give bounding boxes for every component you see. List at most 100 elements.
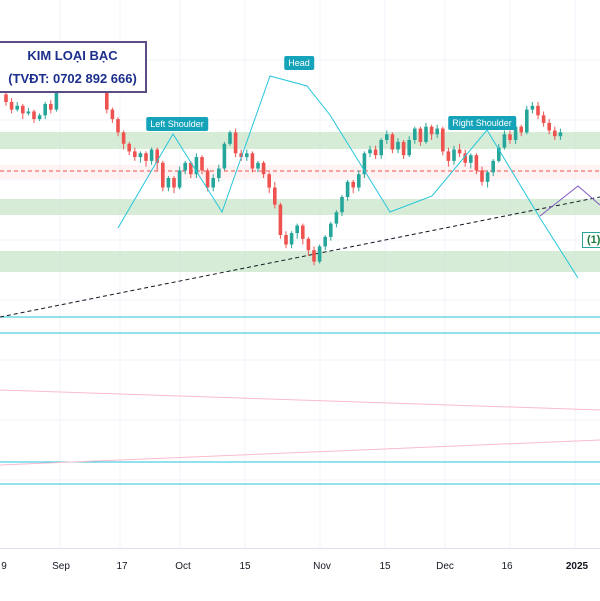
x-tick-label: 15 (239, 561, 251, 572)
candle-body (172, 178, 176, 188)
candle-body (401, 141, 406, 156)
candle-body (161, 162, 165, 188)
candle-body (278, 204, 283, 235)
candle-body (530, 105, 535, 110)
candle-body (21, 105, 25, 114)
candle-body (457, 149, 462, 154)
candle-body (351, 181, 355, 188)
x-axis: 9 Sep 17 Oct 15 Nov 15 Dec 16 2025 (0, 548, 600, 601)
candle-body (424, 126, 428, 142)
candle-body (295, 225, 299, 234)
x-tick-label: Nov (313, 561, 331, 572)
candle-body (334, 212, 339, 224)
candle-body (189, 162, 193, 175)
candle-body (469, 155, 473, 163)
wave-count-label: (1) (582, 232, 600, 248)
candle-body (127, 143, 131, 152)
candle-body (513, 126, 518, 140)
candle-body (222, 143, 227, 169)
candle-body (110, 109, 115, 120)
candle-body (407, 140, 411, 156)
title-line-2: (TVĐT: 0702 892 666) (8, 71, 137, 86)
candle-body (323, 236, 327, 247)
candle-body (105, 88, 109, 110)
candle-body (429, 126, 434, 135)
candle-body (116, 119, 120, 133)
candle-body (155, 149, 159, 163)
title-box: KIM LOẠI BẠC (TVĐT: 0702 892 666) (0, 41, 147, 93)
x-tick-label: 2025 (565, 561, 589, 572)
candle-body (4, 94, 8, 102)
title-line-1: KIM LOẠI BẠC (27, 48, 118, 63)
candle-body (245, 153, 249, 158)
candle-body (200, 157, 204, 171)
support-resistance-zones (0, 132, 600, 272)
candle-body (413, 128, 417, 140)
resistance-zone (0, 132, 600, 149)
candle-body (452, 149, 456, 161)
left-shoulder-label: Left Shoulder (146, 117, 208, 131)
candle-body (273, 187, 277, 205)
candle-body (144, 153, 148, 161)
head-label: Head (284, 56, 314, 70)
support-zone (0, 251, 600, 272)
candle-body (256, 162, 260, 169)
candle-body (301, 225, 305, 239)
candle-body (373, 149, 378, 156)
channel-line-lower (0, 439, 600, 466)
candle-body (508, 134, 512, 140)
candle-body (233, 132, 238, 154)
candle-body (474, 155, 479, 171)
minor-zone (0, 165, 600, 179)
candle-body (558, 132, 563, 137)
candle-body (26, 111, 31, 114)
candle-body (138, 153, 143, 158)
candle-body (306, 238, 311, 251)
candle-body (261, 162, 266, 175)
candle-body (312, 250, 316, 262)
candle-body (345, 181, 350, 197)
candle-body (553, 130, 557, 137)
x-tick-label: 9 (1, 561, 7, 572)
candle-body (525, 109, 529, 133)
candle-body (463, 153, 467, 163)
candle-body (396, 141, 400, 150)
projection-line (539, 185, 600, 217)
candle-body (536, 105, 540, 116)
candle-body (217, 168, 221, 178)
candle-body (239, 153, 243, 158)
candle-body (15, 105, 19, 110)
trendline-dashed (0, 196, 600, 318)
candle-body (133, 151, 137, 158)
candle-body (385, 134, 389, 140)
candle-body (390, 134, 395, 150)
x-tick-label: Dec (436, 561, 454, 572)
candle-body (502, 134, 507, 148)
x-tick-label: 17 (116, 561, 128, 572)
candle-body (267, 174, 271, 188)
candle-body (177, 170, 182, 188)
x-tick-label: Sep (52, 561, 70, 572)
candlestick-series (4, 65, 563, 266)
candle-body (9, 102, 14, 110)
candle-body (362, 153, 367, 175)
candle-body (205, 170, 210, 188)
horizontal-levels (0, 170, 600, 485)
candle-body (497, 147, 501, 161)
candle-body (121, 132, 126, 144)
candle-body (491, 160, 495, 173)
candle-body (435, 128, 439, 135)
candle-body (441, 128, 445, 152)
candle-body (340, 197, 344, 213)
candle-body (228, 132, 232, 144)
candle-body (547, 122, 551, 131)
candle-body (37, 115, 42, 120)
candle-body (284, 235, 288, 245)
candle-body (32, 111, 36, 120)
candle-body (250, 153, 255, 169)
candle-body (43, 103, 47, 116)
head-and-shoulders-pattern (117, 75, 600, 279)
candle-body (519, 126, 523, 133)
candle-body (418, 128, 423, 142)
